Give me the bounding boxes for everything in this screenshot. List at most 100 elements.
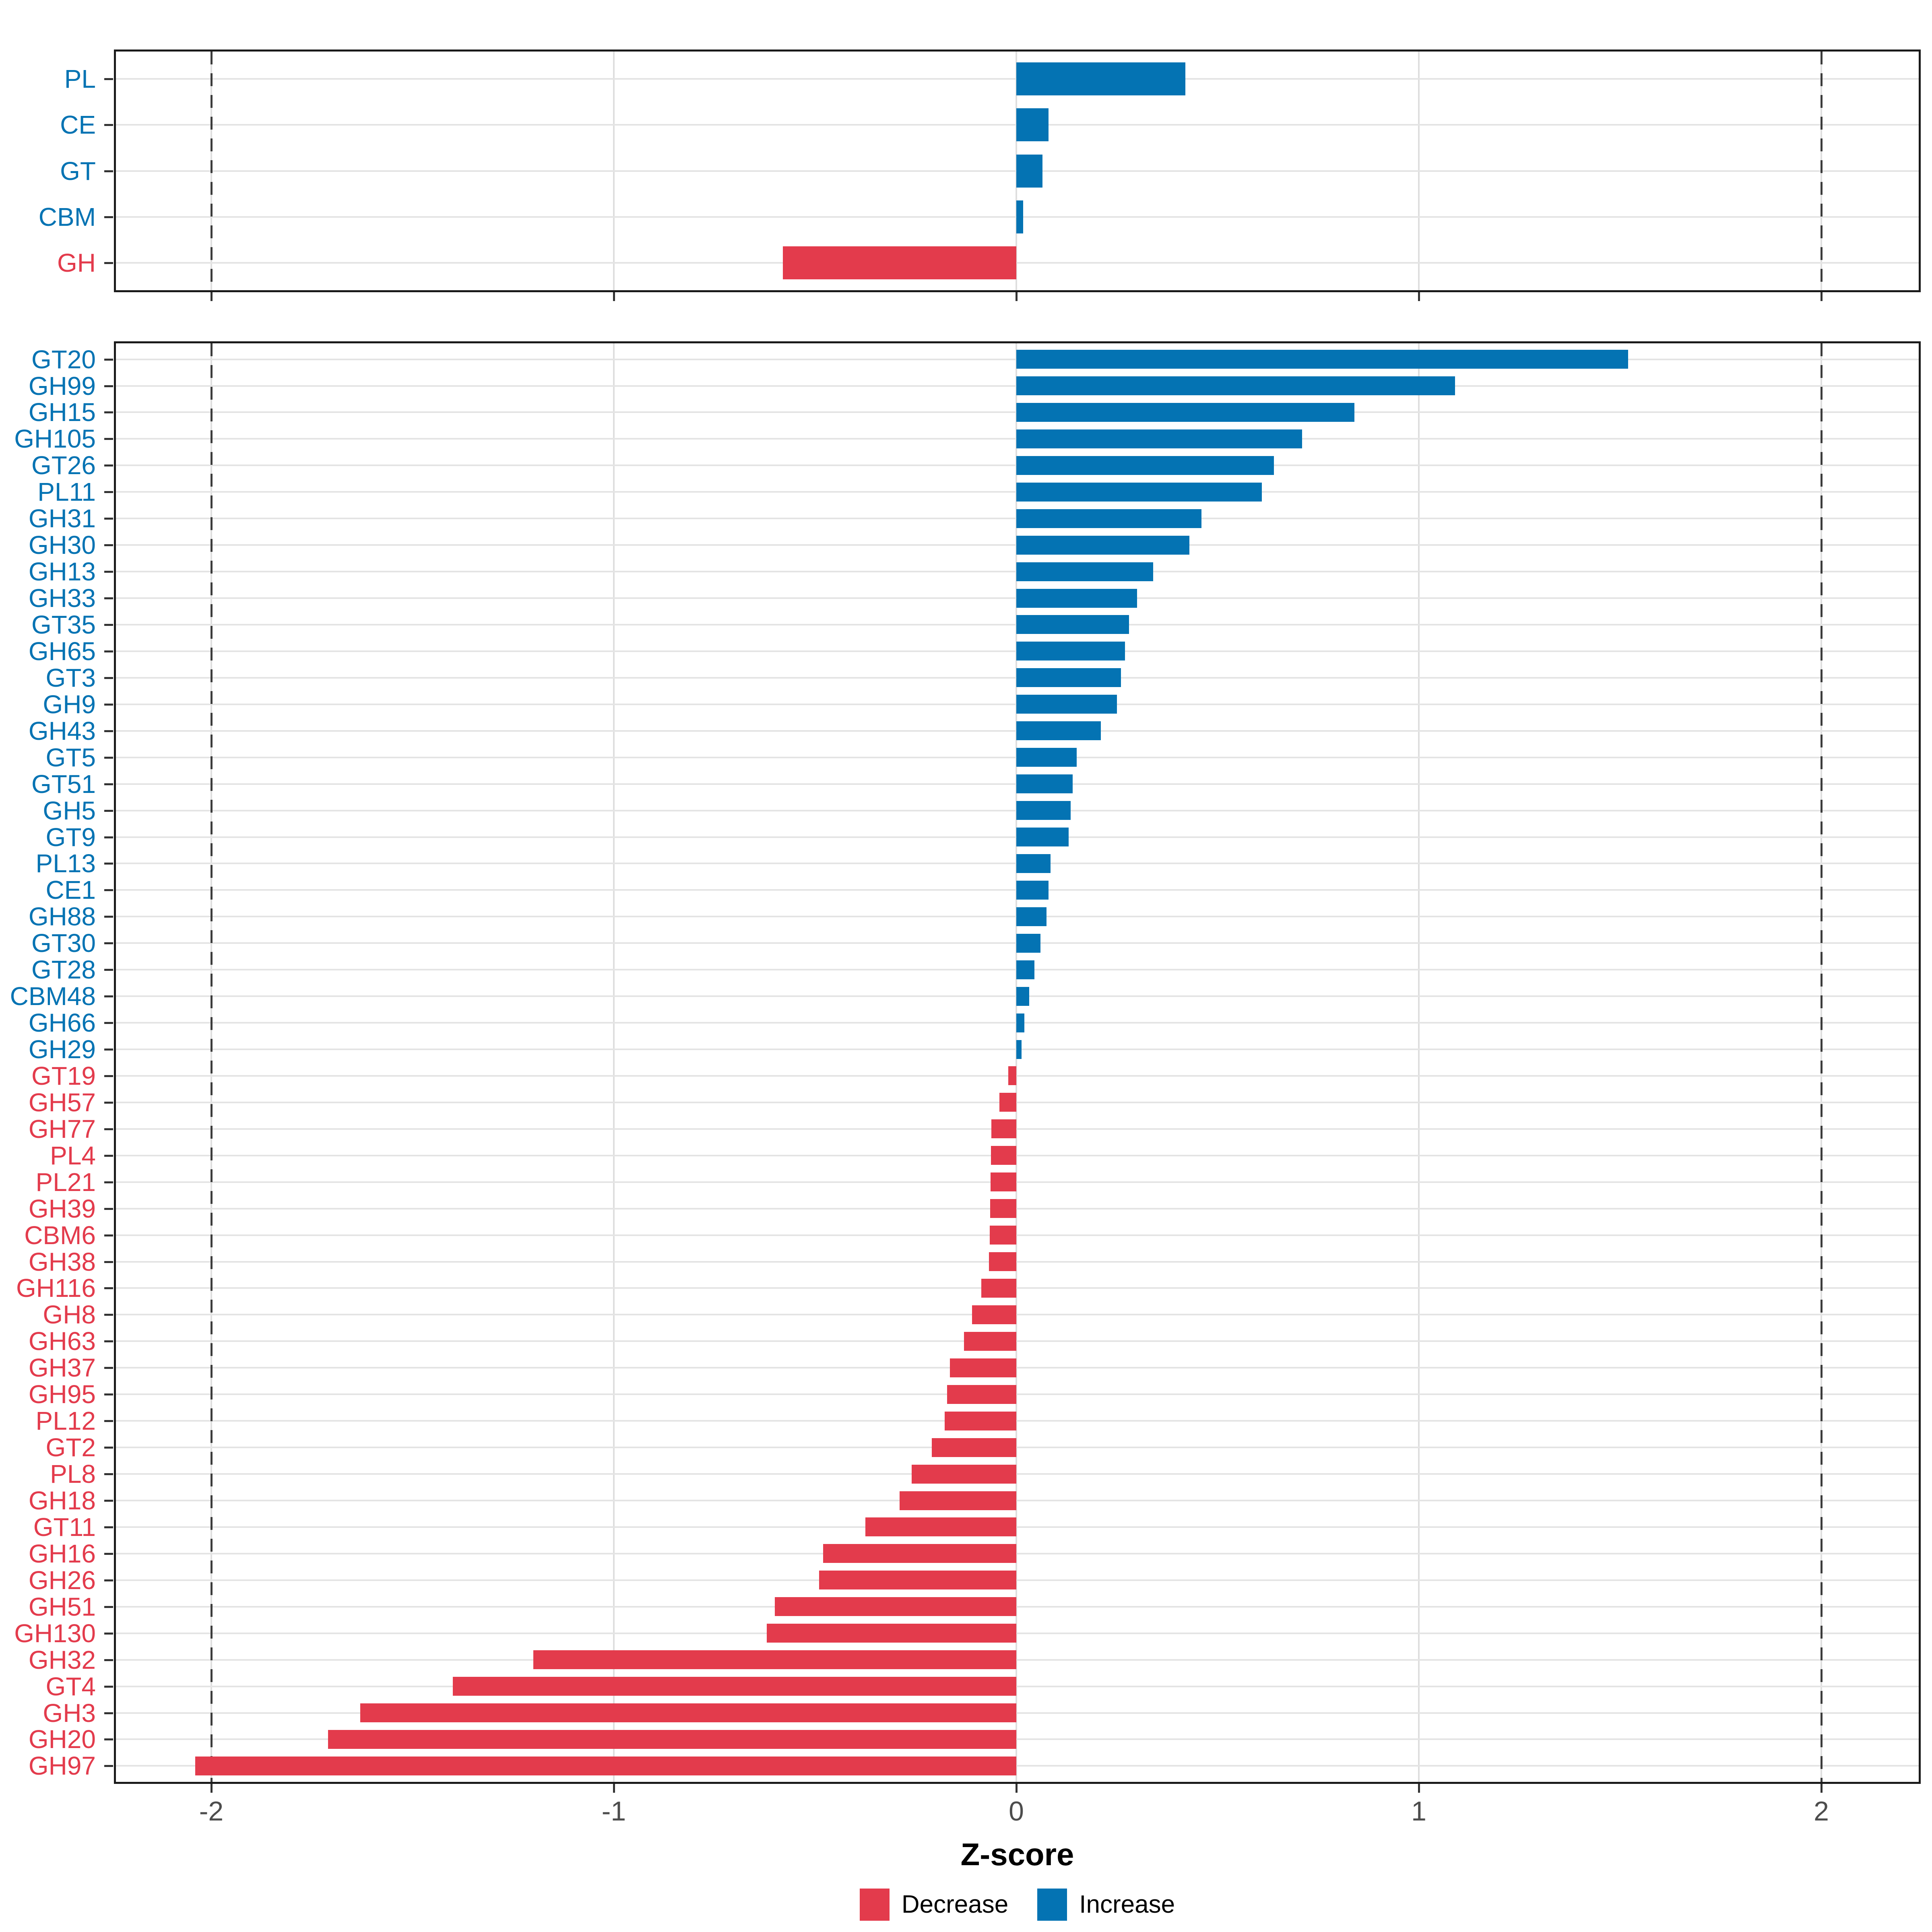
gridline-row-GH16 — [116, 1552, 1919, 1554]
y-axis-tick-GH116 — [104, 1287, 113, 1290]
bar-GH8 — [972, 1305, 1016, 1324]
y-axis-label-PL4: PL4 — [50, 1141, 96, 1170]
y-axis-tick-GT28 — [104, 969, 113, 971]
gridline-row-GH20 — [116, 1738, 1919, 1740]
x-axis-tick--1 — [613, 292, 615, 301]
legend-item-decrease: Decrease — [859, 1889, 1008, 1921]
y-axis-tick-GH63 — [104, 1340, 113, 1343]
y-axis-tick-GH5 — [104, 809, 113, 812]
bar-GH51 — [775, 1597, 1016, 1616]
bar-GH38 — [989, 1252, 1016, 1271]
panel-classes-plot-area — [116, 52, 1919, 290]
x-axis-tick-0 — [1016, 1784, 1018, 1793]
bar-GH97 — [195, 1757, 1016, 1775]
gridline-row-GH37 — [116, 1367, 1919, 1369]
y-axis-tick-GT20 — [104, 358, 113, 361]
x-axis-tick-2 — [1821, 1784, 1823, 1793]
gridline-row-PL8 — [116, 1473, 1919, 1475]
bar-GH105 — [1016, 429, 1302, 448]
x-tick-label--2: -2 — [199, 1796, 224, 1827]
bar-GH26 — [819, 1571, 1016, 1589]
bar-GT2 — [932, 1438, 1016, 1457]
gridline-row-GT4 — [116, 1685, 1919, 1687]
y-axis-label-GH3: GH3 — [43, 1698, 96, 1728]
bar-GT5 — [1016, 748, 1077, 767]
y-axis-label-GT19: GT19 — [31, 1061, 96, 1090]
y-axis-label-GH116: GH116 — [16, 1274, 96, 1303]
y-axis-label-GT: GT — [60, 156, 96, 186]
bar-GH63 — [964, 1332, 1016, 1351]
y-axis-tick-GH29 — [104, 1049, 113, 1051]
y-axis-tick-GT35 — [104, 623, 113, 626]
y-axis-tick-GH39 — [104, 1208, 113, 1210]
y-axis-tick-GH26 — [104, 1579, 113, 1581]
y-axis-tick-PL21 — [104, 1181, 113, 1183]
y-axis-tick-CE1 — [104, 889, 113, 892]
y-axis-tick-GT19 — [104, 1075, 113, 1077]
y-axis-label-GT2: GT2 — [45, 1433, 96, 1462]
y-axis-tick-GH20 — [104, 1738, 113, 1741]
y-axis-label-GH16: GH16 — [28, 1539, 96, 1568]
y-axis-tick-GH88 — [104, 916, 113, 918]
y-axis-tick-GH38 — [104, 1261, 113, 1263]
gridline-row-GH39 — [116, 1208, 1919, 1210]
bar-GH31 — [1016, 509, 1201, 528]
y-axis-label-GT20: GT20 — [31, 345, 96, 374]
gridline-row-GH8 — [116, 1314, 1919, 1316]
bar-GH16 — [823, 1544, 1016, 1563]
y-axis-label-GH65: GH65 — [28, 636, 96, 666]
y-axis-label-CE1: CE1 — [45, 875, 96, 905]
y-axis-label-GT30: GT30 — [31, 929, 96, 958]
y-axis-tick-GH130 — [104, 1632, 113, 1635]
y-axis-label-GH31: GH31 — [28, 504, 96, 533]
y-axis-label-PL11: PL11 — [37, 477, 96, 507]
y-axis-tick-GT51 — [104, 783, 113, 785]
x-axis-tick--2 — [211, 1784, 213, 1793]
legend: Decrease Increase — [114, 1889, 1921, 1921]
x-axis-title: Z-score — [960, 1837, 1074, 1872]
bar-GT9 — [1016, 828, 1069, 846]
gridline-x-0 — [1016, 343, 1017, 1782]
bar-PL — [1016, 62, 1185, 95]
y-axis-tick-GT9 — [104, 836, 113, 838]
y-axis-label-GH30: GH30 — [28, 530, 96, 560]
y-axis-tick-GH105 — [104, 438, 113, 440]
gridline-row-GH — [116, 262, 1919, 264]
y-axis-tick-GH97 — [104, 1765, 113, 1767]
legend-swatch-increase — [1037, 1889, 1067, 1921]
legend-label-increase: Increase — [1079, 1891, 1175, 1918]
y-axis-label-GH38: GH38 — [28, 1247, 96, 1276]
y-axis-label-GH5: GH5 — [43, 796, 96, 825]
gridline-row-GT2 — [116, 1447, 1919, 1449]
y-axis-tick-GH37 — [104, 1367, 113, 1369]
y-axis-tick-GT4 — [104, 1685, 113, 1688]
y-axis-label-PL: PL — [64, 64, 96, 94]
bar-CBM48 — [1016, 987, 1029, 1006]
x-axis-tick--2 — [211, 292, 213, 301]
bar-PL12 — [945, 1412, 1016, 1430]
y-axis-tick-PL12 — [104, 1420, 113, 1422]
y-axis-tick-GH3 — [104, 1712, 113, 1714]
panel-families — [114, 341, 1921, 1784]
y-axis-tick-GH18 — [104, 1500, 113, 1502]
y-axis-tick-GH65 — [104, 650, 113, 652]
gridline-row-GH130 — [116, 1632, 1919, 1634]
y-axis-label-GT35: GT35 — [31, 610, 96, 639]
y-axis-label-GH66: GH66 — [28, 1008, 96, 1038]
y-axis-label-GT4: GT4 — [45, 1672, 96, 1701]
bar-GH65 — [1016, 642, 1125, 661]
y-axis-label-GH29: GH29 — [28, 1035, 96, 1064]
bar-PL11 — [1016, 483, 1262, 502]
gridline-row-GH97 — [116, 1765, 1919, 1767]
bar-PL21 — [991, 1172, 1016, 1191]
gridline-row-GT11 — [116, 1526, 1919, 1528]
y-axis-label-GH95: GH95 — [28, 1380, 96, 1409]
y-axis-label-GH43: GH43 — [28, 716, 96, 745]
y-axis-label-GT51: GT51 — [31, 769, 96, 799]
x-tick-label--1: -1 — [601, 1796, 626, 1827]
bar-GH18 — [900, 1491, 1016, 1510]
gridline-row-GH116 — [116, 1287, 1919, 1289]
y-axis-label-GH97: GH97 — [28, 1751, 96, 1781]
bar-GH43 — [1016, 721, 1101, 740]
